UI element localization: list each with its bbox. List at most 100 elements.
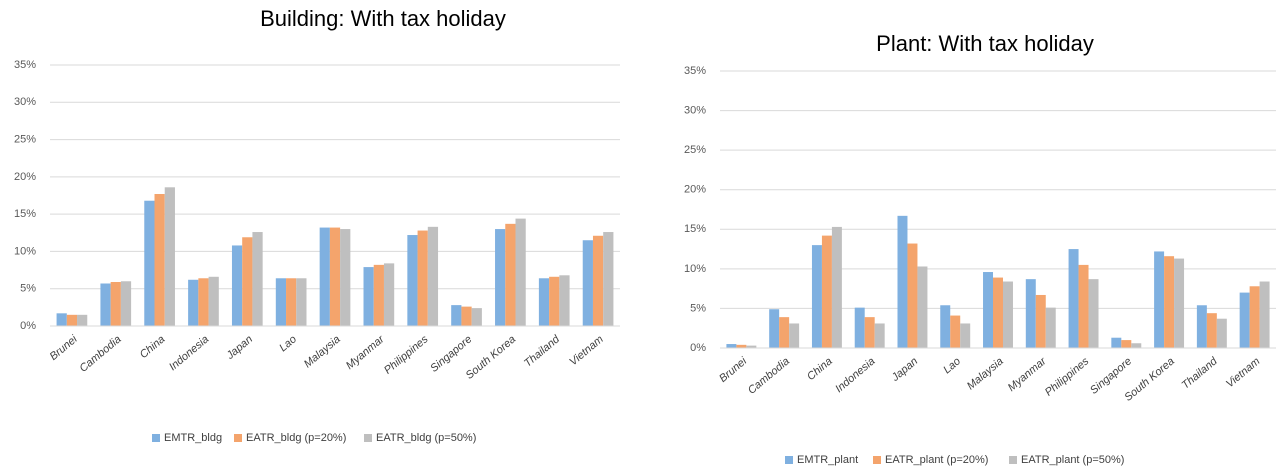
bar	[252, 232, 263, 326]
y-tick-label: 20%	[14, 171, 36, 183]
x-tick-label: Lao	[277, 333, 299, 354]
bar	[811, 245, 822, 348]
x-tick-label: Philippines	[1043, 355, 1092, 399]
bar	[296, 278, 307, 326]
bar	[1131, 343, 1142, 348]
y-tick-label: 0%	[690, 342, 706, 354]
bar	[515, 218, 526, 326]
legend-label: EATR_plant (p=50%)	[1021, 454, 1124, 466]
y-tick-label: 5%	[690, 302, 706, 314]
bar	[1078, 264, 1089, 348]
bar	[154, 194, 165, 326]
bar	[874, 323, 885, 348]
legend-swatch	[152, 434, 160, 442]
bar	[286, 278, 297, 326]
y-tick-label: 5%	[20, 283, 36, 295]
bar	[340, 229, 351, 326]
bar	[940, 305, 951, 348]
bar	[769, 309, 780, 348]
bar	[373, 264, 384, 326]
bar	[383, 263, 395, 326]
legend-swatch	[1009, 456, 1017, 464]
x-tick-label: Cambodia	[77, 333, 123, 374]
bar	[505, 223, 516, 326]
x-tick-label: Philippines	[382, 333, 431, 377]
chart: Plant: With tax holiday 0% 5% 10% 15% 20% 25% 3…	[684, 31, 1276, 466]
x-tick-label: Myanmar	[344, 332, 388, 372]
bar	[120, 281, 132, 326]
x-tick-label: Thailand	[522, 333, 563, 370]
legend-swatch	[873, 456, 881, 464]
bar	[100, 283, 111, 326]
bar	[789, 323, 800, 348]
bar	[242, 237, 253, 326]
bar	[144, 200, 155, 326]
bar	[417, 230, 428, 326]
bar	[319, 227, 330, 326]
y-tick-label: 25%	[684, 144, 706, 156]
bar	[779, 317, 790, 348]
bar	[950, 315, 961, 348]
bar	[427, 226, 439, 326]
bar	[1088, 279, 1099, 348]
bar	[208, 276, 219, 326]
bar	[1035, 294, 1046, 348]
bar	[451, 305, 462, 326]
x-tick-label: Malaysia	[965, 355, 1006, 392]
bar	[1045, 307, 1056, 348]
bar	[363, 267, 374, 326]
y-tick-label: 10%	[684, 263, 706, 275]
x-tick-label: Brunei	[48, 333, 80, 363]
bar	[907, 243, 918, 348]
x-tick-label: Indonesia	[833, 355, 877, 395]
bar	[231, 245, 243, 326]
x-tick-label: Lao	[941, 355, 963, 376]
bar	[726, 344, 737, 348]
bar	[461, 306, 472, 326]
bar	[1249, 286, 1260, 348]
bar	[471, 308, 482, 326]
bar	[559, 275, 570, 326]
x-tick-label: Japan	[224, 333, 255, 362]
bar	[77, 314, 88, 326]
x-tick-label: Vietnam	[1224, 355, 1262, 390]
legend-swatch	[785, 456, 793, 464]
bar	[897, 215, 908, 348]
y-tick-label: 20%	[684, 184, 706, 196]
bar	[1121, 340, 1132, 348]
bar	[188, 279, 199, 326]
x-tick-label: Thailand	[1180, 355, 1221, 392]
y-tick-label: 35%	[14, 59, 36, 71]
bar	[1174, 258, 1185, 348]
bar	[1002, 281, 1013, 348]
x-tick-label: Malaysia	[302, 333, 343, 370]
legend-label: EMTR_bldg	[164, 432, 222, 444]
bar	[831, 226, 842, 348]
bar	[1111, 337, 1122, 348]
bar	[1068, 249, 1079, 348]
x-tick-label: Cambodia	[746, 355, 792, 396]
bar	[960, 323, 971, 348]
legend-label: EMTR_plant	[797, 454, 858, 466]
y-tick-label: 0%	[20, 320, 36, 332]
y-tick-label: 25%	[14, 133, 36, 145]
bar	[110, 282, 121, 326]
bar	[736, 344, 747, 348]
y-tick-label: 15%	[14, 208, 36, 220]
bar	[329, 227, 341, 326]
bar	[1025, 279, 1036, 348]
bar	[603, 232, 614, 326]
legend-swatch	[364, 434, 372, 442]
legend-swatch	[234, 434, 242, 442]
y-tick-label: 10%	[14, 245, 36, 257]
bar	[821, 235, 832, 348]
chart-title: Building: With tax holiday	[260, 6, 506, 31]
bar	[198, 278, 209, 326]
x-tick-label: Myanmar	[1006, 354, 1050, 394]
bar	[66, 314, 78, 326]
bar	[495, 229, 506, 326]
x-tick-label: Brunei	[717, 355, 749, 385]
bar	[1216, 318, 1227, 348]
bar	[1164, 256, 1175, 348]
